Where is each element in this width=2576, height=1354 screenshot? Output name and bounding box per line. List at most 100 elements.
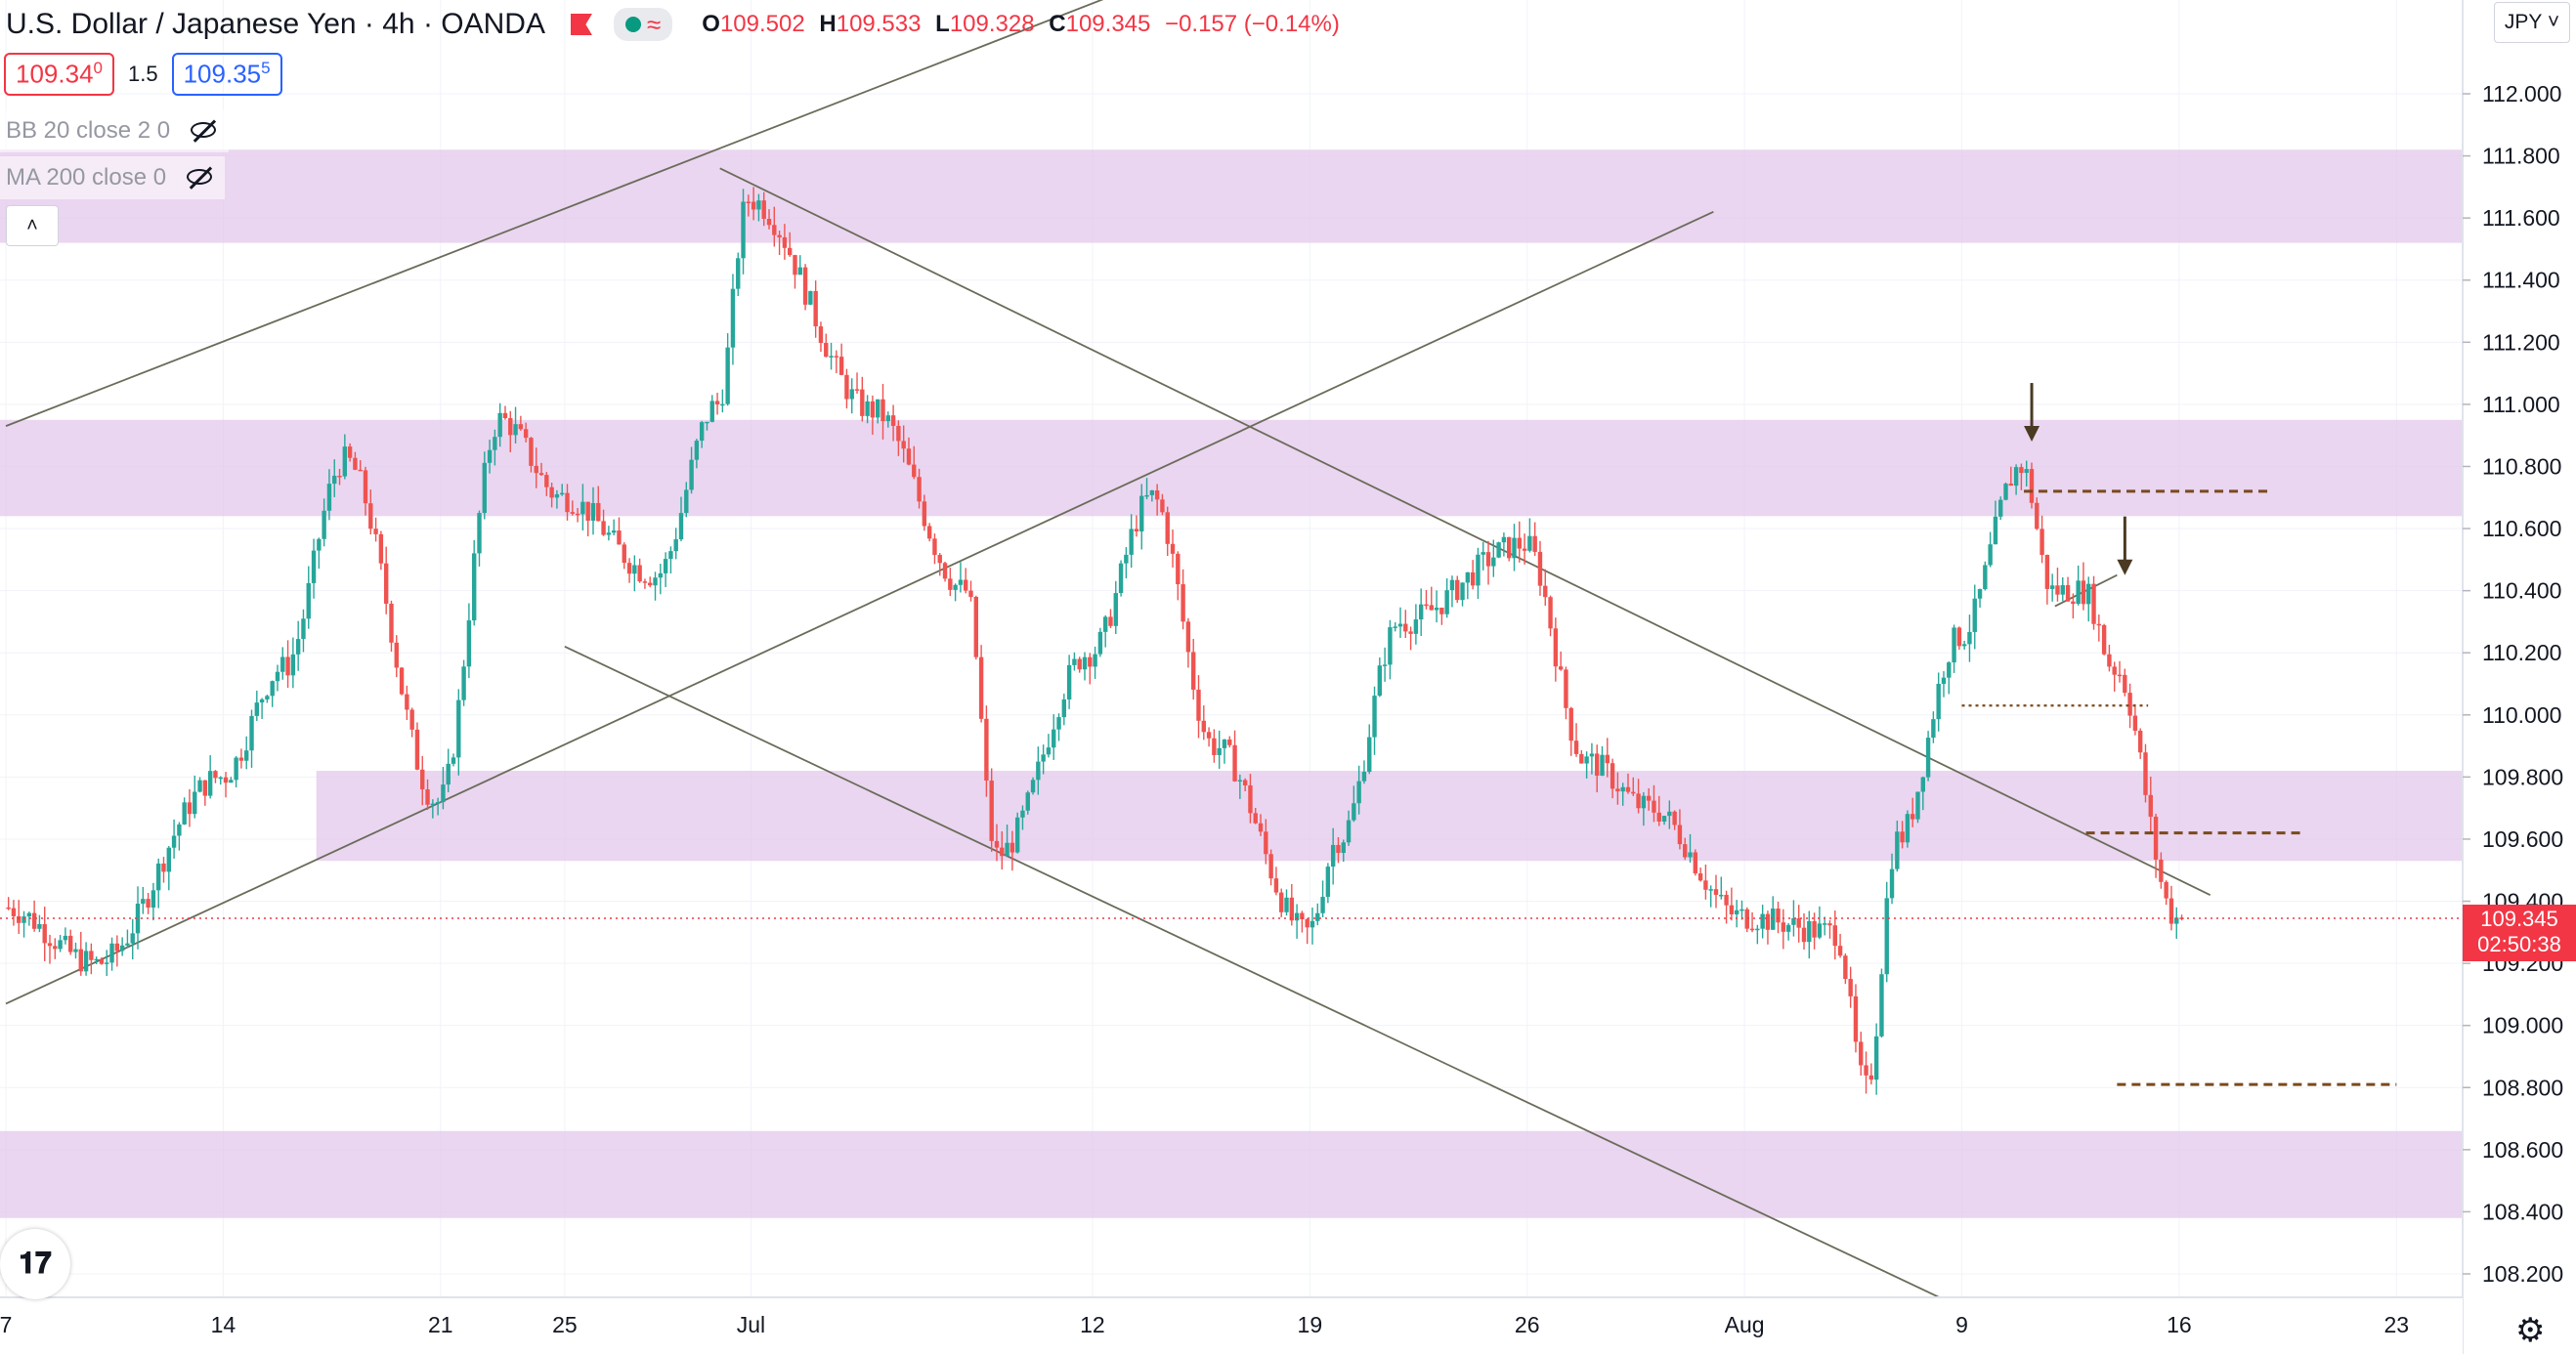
candle-body [394, 642, 399, 668]
sr-zone [316, 771, 2490, 862]
candle-body [1864, 1065, 1868, 1076]
indicator-bb[interactable]: BB 20 close 2 0 [0, 109, 230, 152]
candle-body [1543, 585, 1548, 598]
buy-button[interactable]: 109.355 [171, 53, 282, 96]
candle-body [1967, 631, 1972, 645]
tradingview-logo-icon[interactable]: 𝟏𝟕 [0, 1229, 70, 1299]
candle-body [1911, 814, 1915, 820]
y-tick-label: 111.000 [2482, 392, 2560, 417]
y-tick-label: 110.200 [2482, 640, 2561, 665]
candle-body [1739, 909, 1744, 911]
candle-body [549, 487, 554, 498]
trendline [5, 0, 1104, 427]
candle-body [2081, 580, 2086, 605]
candle-body [529, 438, 534, 466]
candle-body [1956, 627, 1962, 647]
candle-body [849, 389, 854, 400]
flag-icon[interactable] [570, 14, 592, 35]
close-value: 109.345 [1065, 11, 1151, 37]
candle-body [1615, 788, 1620, 792]
candle-body [1227, 739, 1232, 745]
candle-body [2148, 794, 2153, 818]
market-status-pill[interactable]: ≈ [613, 8, 673, 41]
candle-body [1185, 621, 1191, 653]
x-tick-label: 9 [1955, 1312, 1968, 1337]
candle-body [1072, 658, 1077, 665]
candle-body [125, 943, 130, 946]
candle-body [554, 493, 560, 498]
candle-body [1222, 739, 1227, 748]
indicator-ma[interactable]: MA 200 close 0 [0, 156, 226, 199]
candle-body [1579, 753, 1584, 764]
candle-body [280, 656, 285, 672]
candle-body [1124, 554, 1129, 564]
candle-body [373, 529, 378, 534]
candle-body [430, 803, 436, 806]
candle-body [399, 667, 405, 695]
candle-body [1212, 738, 1217, 755]
candle-body [1947, 662, 1952, 678]
sell-button[interactable]: 109.340 [4, 53, 114, 96]
candle-body [353, 457, 358, 470]
candle-body [337, 475, 342, 478]
candle-body [130, 933, 135, 944]
candle-body [772, 225, 777, 235]
candle-body [694, 441, 700, 460]
currency-button[interactable]: JPY ˅ [2494, 2, 2570, 43]
spread-value: 1.5 [128, 61, 158, 86]
y-tick-label: 111.400 [2482, 268, 2560, 293]
candle-body [648, 582, 653, 586]
candle-body [2101, 624, 2107, 655]
y-tick-label: 109.800 [2482, 764, 2563, 789]
sell-price: 109.34 [16, 59, 94, 89]
candle-body [1382, 664, 1388, 666]
symbol-title[interactable]: U.S. Dollar / Japanese Yen · 4h · OANDA [6, 8, 545, 40]
candle-body [834, 356, 839, 358]
candle-body [1998, 499, 2003, 517]
candle-body [642, 581, 648, 583]
candle-body [824, 343, 829, 358]
candle-body [709, 401, 714, 422]
candle-body [653, 577, 658, 586]
candle-body [570, 512, 576, 514]
candle-body [1605, 754, 1610, 764]
indicator-ma-label: MA 200 close 0 [6, 164, 167, 190]
candle-body [1077, 658, 1082, 670]
collapse-legend-button[interactable]: ˄ [6, 205, 59, 246]
candle-body [1781, 922, 1786, 932]
candle-body [1176, 553, 1181, 585]
candle-body [1688, 852, 1693, 858]
x-tick-label: Jul [737, 1312, 765, 1337]
candle-body [1667, 811, 1672, 817]
symbol-name: U.S. Dollar / Japanese Yen [6, 8, 357, 40]
candle-body [1573, 740, 1579, 754]
candle-body [1020, 810, 1025, 818]
candle-body [777, 234, 782, 237]
candle-body [425, 789, 430, 805]
candle-body [1848, 979, 1853, 996]
eye-off-icon[interactable] [188, 119, 221, 143]
candle-body [829, 356, 834, 358]
candle-body [1693, 852, 1698, 874]
gear-icon[interactable]: ⚙ [2515, 1312, 2546, 1349]
candle-body [1102, 616, 1108, 632]
eye-off-icon[interactable] [184, 166, 217, 190]
candle-body [596, 502, 601, 522]
candle-body [1336, 844, 1341, 854]
candle-body [1066, 664, 1072, 699]
candle-body [797, 267, 802, 275]
candle-body [1600, 754, 1605, 776]
candle-body [1149, 489, 1155, 495]
candle-body [1305, 918, 1309, 928]
candle-body [471, 553, 477, 621]
candle-body [1558, 666, 1564, 670]
candle-body [725, 347, 730, 404]
zone-layer [0, 149, 2490, 1218]
candle-body [1352, 803, 1356, 821]
candle-body [1832, 925, 1837, 947]
candle-body [761, 200, 766, 219]
candle-body [223, 777, 229, 783]
candle-body [285, 656, 290, 676]
